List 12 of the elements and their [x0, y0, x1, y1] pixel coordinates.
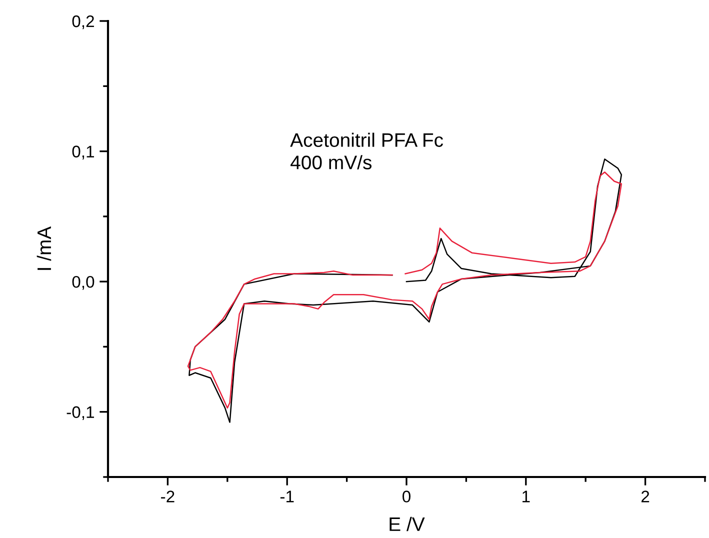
x-tick-label: 0	[402, 490, 410, 502]
y-tick-label: 0,0	[72, 276, 94, 290]
x-tick-label: 1	[522, 490, 530, 502]
x-tick-label: -1	[280, 490, 294, 502]
y-axis-title: I /mA	[36, 226, 52, 270]
x-tick-label: 2	[642, 490, 650, 502]
x-tick-label: -2	[161, 490, 174, 502]
y-tick-label: 0,1	[72, 146, 94, 160]
y-tick-label: 0,2	[72, 15, 94, 30]
x-axis-title: E /V	[390, 516, 425, 532]
y-tick-label: -0,1	[66, 406, 94, 420]
annotation: Acetonitril PFA Fc 400 mV/s	[290, 132, 444, 170]
